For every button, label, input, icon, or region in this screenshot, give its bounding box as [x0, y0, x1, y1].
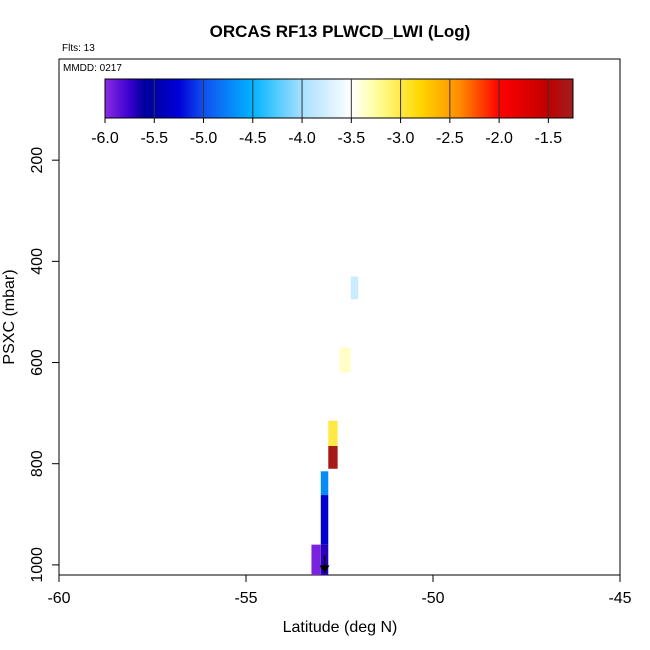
y-tick-label: 400: [29, 248, 46, 275]
x-axis-label: Latitude (deg N): [283, 619, 398, 636]
chart-title: ORCAS RF13 PLWCD_LWI (Log): [210, 22, 471, 41]
x-tick-label: -45: [608, 590, 631, 607]
plot-frame: [58, 58, 621, 576]
colorbar-tick-label: -3.0: [387, 130, 415, 147]
data-cell: [350, 276, 359, 300]
y-axis: 200 400 600 800 1000: [29, 147, 59, 583]
colorbar-tick-label: -3.5: [338, 130, 366, 147]
colorbar-tick-label: -1.5: [535, 130, 563, 147]
colorbar-tick-label: -2.5: [436, 130, 464, 147]
colorbar-tick-label: -6.0: [91, 130, 119, 147]
colorbar-tick-label: -5.0: [190, 130, 218, 147]
marker-layer: [319, 555, 330, 574]
data-cell: [328, 420, 338, 446]
colorbar-gradient: [104, 78, 574, 119]
x-axis: -60 -55 -50 -45: [47, 575, 632, 607]
y-axis-label: PSXC (mbar): [1, 269, 18, 364]
data-cell: [320, 495, 329, 545]
data-cell: [328, 446, 338, 469]
date-label: MMDD: 0217: [63, 63, 122, 74]
colorbar: -6.0 -5.5 -5.0 -4.5 -4.0 -3.5 -3.0 -2.5 -2.0 -1.5: [91, 78, 574, 147]
x-tick-label: -55: [234, 590, 257, 607]
y-tick-label: 1000: [29, 547, 46, 583]
data-cell: [320, 471, 329, 496]
colorbar-tick-label: -5.5: [140, 130, 168, 147]
data-cell: [339, 347, 351, 373]
y-tick-label: 200: [29, 147, 46, 174]
x-tick-label: -50: [421, 590, 444, 607]
marker-arrow-head: [319, 565, 330, 574]
x-tick-label: -60: [47, 590, 70, 607]
colorbar-tick-label: -4.0: [288, 130, 316, 147]
colorbar-tick-label: -4.5: [239, 130, 267, 147]
flights-label: Flts: 13: [62, 43, 95, 54]
colorbar-tick-label: -2.0: [485, 130, 513, 147]
y-tick-label: 800: [29, 450, 46, 477]
data-cells: [311, 276, 359, 575]
data-cell: [311, 544, 321, 575]
y-tick-label: 600: [29, 349, 46, 376]
